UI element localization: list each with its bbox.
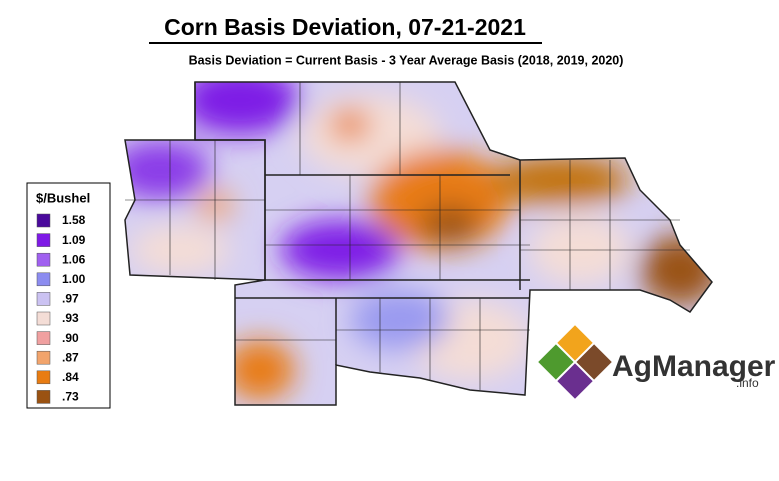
legend-swatch (36, 233, 51, 247)
borders (124, 81, 713, 406)
legend-label: 1.09 (62, 233, 86, 247)
subtitle: Basis Deviation = Current Basis - 3 Year… (189, 53, 624, 67)
legend-label: 1.06 (62, 252, 86, 266)
legend-label: .90 (62, 331, 79, 345)
legend-swatch (36, 331, 51, 345)
legend-label: .73 (62, 390, 79, 404)
legend-swatch (36, 370, 51, 385)
legend-swatch (36, 272, 51, 287)
legend-items: 1.58 1.09 1.06 1.00 .97 .93 .90 .87 .84 .73 (36, 213, 86, 404)
logo-name: AgManager (612, 350, 776, 383)
legend-swatch (36, 390, 51, 404)
legend-label: .93 (62, 311, 79, 325)
legend-swatch (36, 311, 51, 326)
logo: AgManager .info (538, 325, 776, 399)
legend-title: $/Bushel (36, 190, 90, 205)
legend-label: .84 (62, 370, 79, 384)
title: Corn Basis Deviation, 07-21-2021 (164, 14, 526, 40)
logo-suffix: .info (736, 376, 759, 390)
legend-swatch (36, 213, 51, 228)
legend-label: 1.58 (62, 213, 86, 227)
legend-swatch (36, 252, 51, 267)
legend-swatch (36, 292, 51, 306)
legend-label: .97 (62, 292, 79, 306)
legend-label: 1.00 (62, 272, 86, 286)
legend-swatch (36, 350, 51, 365)
legend-label: .87 (62, 350, 79, 364)
